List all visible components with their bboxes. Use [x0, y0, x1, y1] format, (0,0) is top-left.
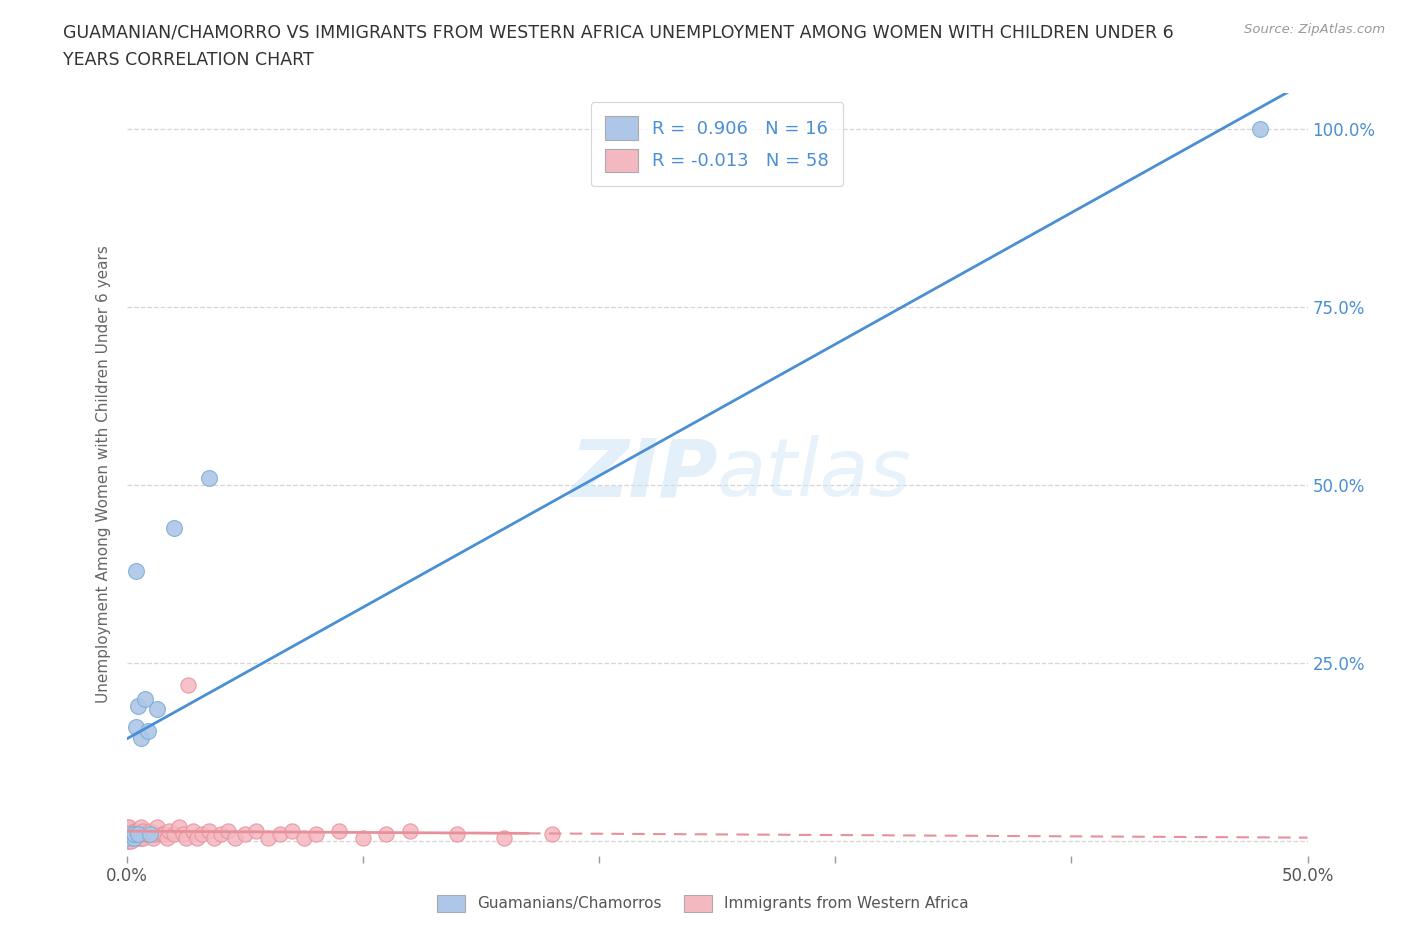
- Text: atlas: atlas: [717, 435, 912, 513]
- Point: [198, 823, 221, 838]
- Point: [269, 827, 291, 842]
- Point: [132, 823, 155, 838]
- Point: [257, 830, 280, 845]
- Point: [122, 830, 145, 845]
- Point: [245, 823, 267, 838]
- Point: [375, 827, 398, 842]
- Point: [281, 823, 304, 838]
- Point: [127, 827, 149, 842]
- Point: [157, 823, 180, 838]
- Text: YEARS CORRELATION CHART: YEARS CORRELATION CHART: [63, 51, 314, 69]
- Point: [115, 819, 138, 834]
- Point: [167, 819, 190, 834]
- Point: [172, 827, 194, 842]
- Point: [146, 819, 169, 834]
- Text: ZIP: ZIP: [569, 435, 717, 513]
- Point: [146, 702, 169, 717]
- Point: [120, 827, 142, 842]
- Point: [198, 471, 221, 485]
- Point: [127, 698, 149, 713]
- Point: [186, 830, 208, 845]
- Point: [1249, 121, 1271, 136]
- Point: [141, 830, 163, 845]
- Legend: R =  0.906   N = 16, R = -0.013   N = 58: R = 0.906 N = 16, R = -0.013 N = 58: [591, 102, 844, 186]
- Point: [304, 827, 326, 842]
- Point: [125, 563, 148, 578]
- Point: [129, 731, 152, 746]
- Point: [139, 827, 162, 842]
- Point: [125, 823, 148, 838]
- Point: [132, 830, 155, 845]
- Point: [118, 834, 141, 849]
- Point: [209, 827, 232, 842]
- Point: [292, 830, 315, 845]
- Point: [202, 830, 225, 845]
- Point: [136, 724, 159, 738]
- Point: [399, 823, 422, 838]
- Point: [540, 827, 562, 842]
- Text: Source: ZipAtlas.com: Source: ZipAtlas.com: [1244, 23, 1385, 36]
- Point: [134, 691, 156, 706]
- Point: [139, 823, 162, 838]
- Point: [181, 823, 204, 838]
- Point: [177, 677, 200, 692]
- Point: [122, 830, 145, 845]
- Point: [118, 819, 141, 834]
- Y-axis label: Unemployment Among Women with Children Under 6 years: Unemployment Among Women with Children U…: [96, 246, 111, 703]
- Legend: Guamanians/Chamorros, Immigrants from Western Africa: Guamanians/Chamorros, Immigrants from We…: [432, 889, 974, 918]
- Point: [125, 830, 148, 845]
- Point: [446, 827, 468, 842]
- Point: [328, 823, 350, 838]
- Point: [191, 827, 214, 842]
- Point: [174, 830, 197, 845]
- Text: GUAMANIAN/CHAMORRO VS IMMIGRANTS FROM WESTERN AFRICA UNEMPLOYMENT AMONG WOMEN WI: GUAMANIAN/CHAMORRO VS IMMIGRANTS FROM WE…: [63, 23, 1174, 41]
- Point: [115, 830, 138, 845]
- Point: [150, 827, 173, 842]
- Point: [127, 823, 149, 838]
- Point: [134, 827, 156, 842]
- Point: [217, 823, 239, 838]
- Point: [125, 720, 148, 735]
- Point: [163, 520, 186, 535]
- Point: [143, 827, 166, 842]
- Point: [224, 830, 246, 845]
- Point: [233, 827, 256, 842]
- Point: [352, 830, 374, 845]
- Point: [115, 827, 138, 842]
- Point: [127, 830, 149, 845]
- Point: [118, 830, 141, 845]
- Point: [163, 827, 186, 842]
- Point: [153, 827, 176, 842]
- Point: [156, 830, 179, 845]
- Point: [494, 830, 516, 845]
- Point: [120, 834, 142, 849]
- Point: [129, 830, 152, 845]
- Point: [115, 827, 138, 842]
- Point: [136, 827, 159, 842]
- Point: [122, 827, 145, 842]
- Point: [115, 834, 138, 849]
- Point: [129, 819, 152, 834]
- Point: [115, 823, 138, 838]
- Point: [115, 830, 138, 845]
- Point: [118, 827, 141, 842]
- Point: [122, 823, 145, 838]
